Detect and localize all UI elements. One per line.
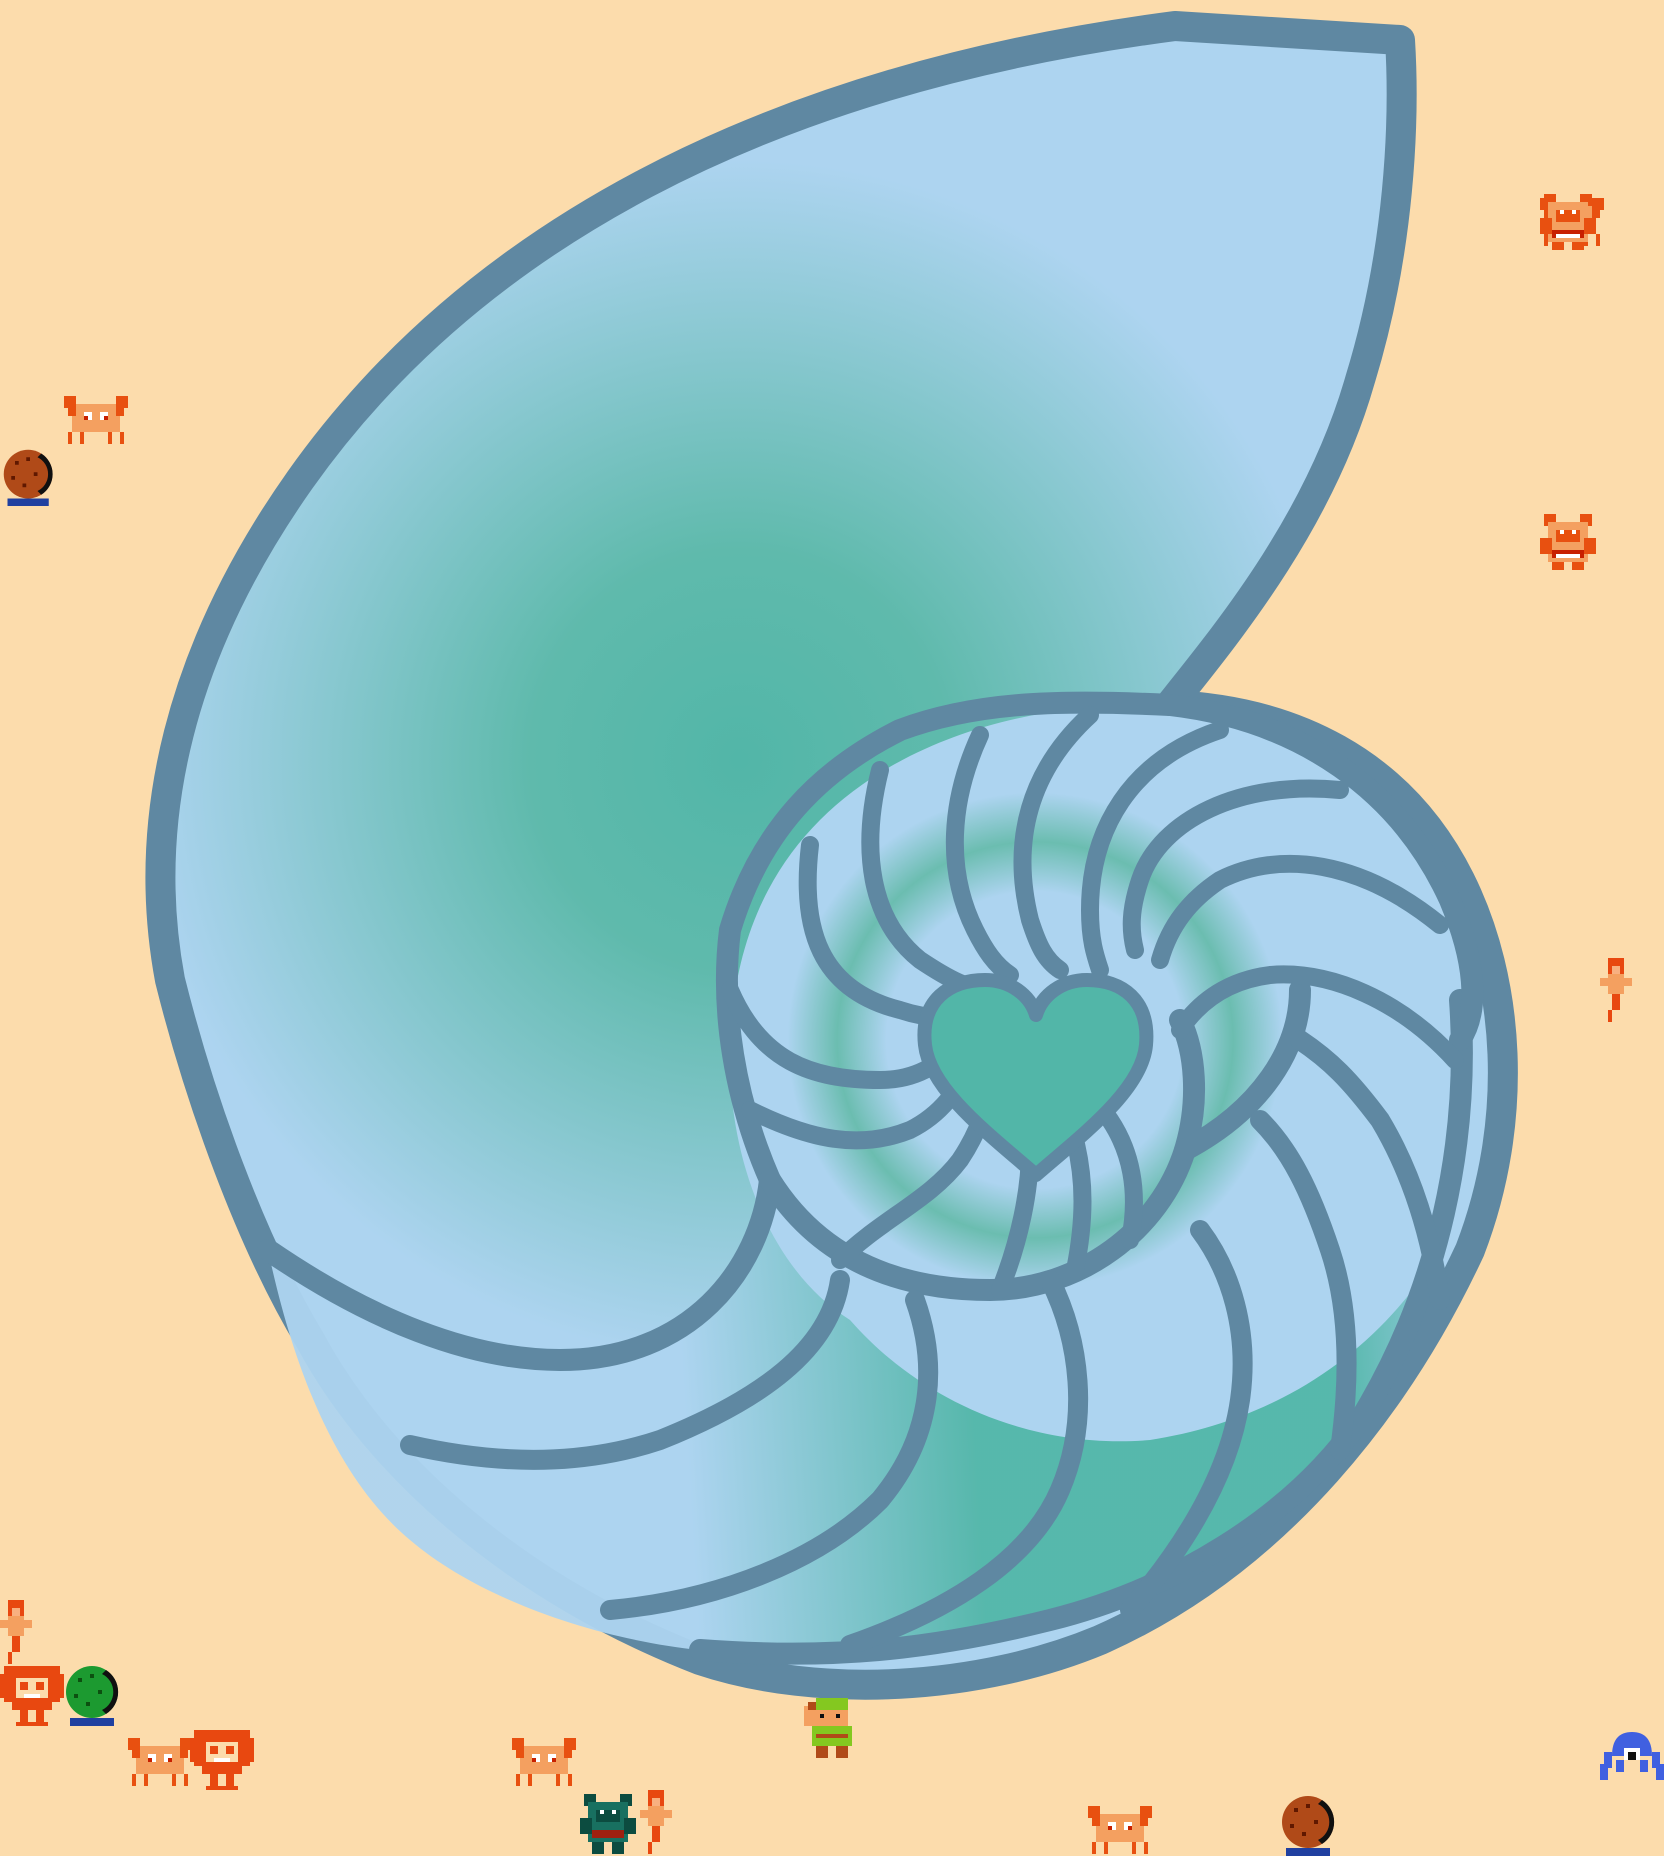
shell-outlines bbox=[257, 691, 1484, 1665]
lion-icon bbox=[190, 1730, 254, 1790]
fairy-icon bbox=[0, 1600, 32, 1664]
crab-icon bbox=[128, 1738, 192, 1786]
heart-icon bbox=[917, 973, 1154, 1182]
moblin-icon bbox=[1540, 514, 1596, 570]
link-hero-icon bbox=[804, 1698, 852, 1758]
green-bush-icon bbox=[66, 1666, 119, 1726]
shell-lower-ribs bbox=[400, 1030, 1450, 1655]
moblin-icon bbox=[1540, 194, 1596, 250]
nautilus-shell bbox=[145, 11, 1518, 1700]
lion-icon bbox=[0, 1666, 64, 1726]
crab-icon bbox=[64, 396, 128, 444]
fairy-icon bbox=[640, 1790, 672, 1854]
brown-bush-icon bbox=[1282, 1796, 1335, 1856]
moblin-icon bbox=[580, 1794, 636, 1854]
tektite-icon bbox=[1600, 1732, 1664, 1780]
brown-bush-icon bbox=[3, 449, 53, 506]
crab-icon bbox=[1088, 1806, 1152, 1854]
crab-icon bbox=[512, 1738, 576, 1786]
fairy-icon bbox=[1600, 958, 1632, 1022]
